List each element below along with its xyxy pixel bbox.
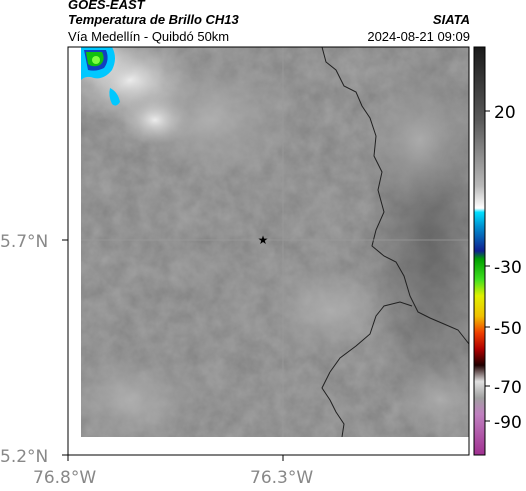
- y-tick-label-5-7: 5.7°N: [0, 232, 48, 252]
- colorbar-label-20: 20: [494, 103, 516, 123]
- region-subtitle: Vía Medellín - Quibdó 50km: [68, 29, 230, 44]
- colorbar-label-minus90: -90: [494, 413, 522, 433]
- colorbar-label-minus50: -50: [494, 319, 522, 339]
- satellite-title: GOES-EAST: [68, 0, 145, 12]
- star-icon: ★: [258, 233, 269, 247]
- y-tick-label-5-2: 5.2°N: [0, 447, 48, 467]
- colorbar-label-minus70: -70: [494, 378, 522, 398]
- x-tick-label-76-3: 76.3°W: [250, 468, 313, 488]
- colorbar-label-minus30: -30: [494, 258, 522, 278]
- x-tick-label-76-8: 76.8°W: [33, 468, 96, 488]
- border-line: [321, 47, 469, 345]
- agency-label: SIATA: [432, 12, 470, 27]
- colorbar: 20 -30 -50 -70 -90: [473, 46, 522, 456]
- timestamp-label: 2024-08-21 09:09: [367, 29, 470, 44]
- product-title: Temperatura de Brillo CH13: [68, 12, 239, 27]
- brightness-temperature-field: [81, 47, 469, 437]
